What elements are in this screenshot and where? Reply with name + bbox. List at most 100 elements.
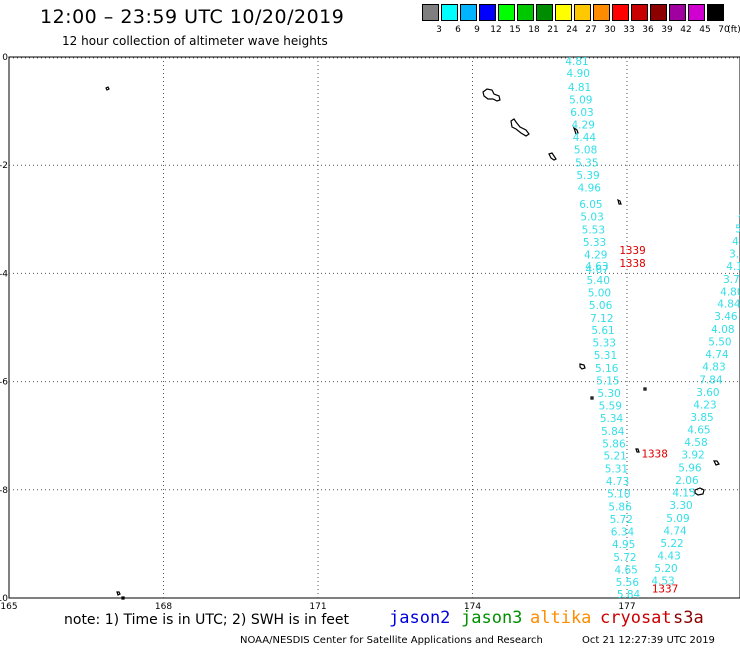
swh-value: 4.53: [651, 576, 674, 588]
legend-swatch: [688, 4, 705, 21]
lat-tick-label: 0: [2, 53, 8, 63]
swh-value: 5.39: [576, 170, 599, 182]
swh-value: 3.46: [714, 311, 738, 323]
swh-value: 5.33: [593, 338, 616, 350]
mission-cryosat: cryosat: [600, 608, 672, 628]
island-outline: [590, 396, 594, 400]
swh-value: 4.74: [705, 349, 729, 361]
swh-value: 6.03: [570, 107, 593, 119]
swh-value: 5.20: [654, 563, 677, 575]
swh-value: 3.85: [690, 412, 713, 424]
legend-swatch: [631, 4, 648, 21]
swh-value: 5.34: [600, 413, 624, 425]
swh-value: 7.12: [590, 313, 613, 325]
swh-value: 5.33: [583, 237, 606, 249]
swh-value: 4.67: [585, 264, 608, 276]
swh-value: 4.73: [606, 476, 629, 488]
lon-tick-label: 165: [0, 602, 17, 612]
generated-timestamp: Oct 21 12:27:39 UTC 2019: [582, 635, 715, 646]
swh-value: 4.65: [614, 564, 637, 576]
swh-value: 5.84: [617, 589, 641, 601]
legend-label: 33: [623, 25, 635, 35]
footer-note: note: 1) Time is in UTC; 2) SWH is in fe…: [64, 612, 350, 628]
swh-value: 5.22: [660, 538, 683, 550]
pass-time-label: 1337: [652, 582, 679, 595]
island-outline: [116, 591, 121, 596]
island-outline: [121, 596, 125, 600]
swh-value: 5.86: [608, 502, 632, 514]
swh-value: 5.72: [610, 514, 633, 526]
land-outlines: [105, 86, 720, 600]
legend-label: 36: [642, 25, 654, 35]
swh-value: 5.84: [601, 426, 625, 438]
legend-unit: (ft): [727, 25, 740, 35]
island-outline: [617, 198, 622, 205]
mission-jason3: jason3: [461, 608, 523, 628]
swh-value: 5.40: [587, 275, 610, 287]
legend-swatch: [479, 4, 496, 21]
legend-swatch: [612, 4, 629, 21]
island-outline: [548, 152, 557, 161]
island-outline: [713, 460, 720, 466]
island-outline: [510, 118, 530, 137]
swh-value: 4.80: [720, 286, 740, 298]
swh-value: 2.06: [675, 475, 699, 487]
legend-label: 9: [474, 25, 480, 35]
island-outline: [105, 86, 110, 91]
map-grid: [8, 56, 740, 599]
swh-value: 5.26: [735, 223, 740, 235]
pass-time-label: 1339: [619, 244, 646, 257]
island-outline: [635, 448, 640, 453]
swh-value: 5.72: [613, 552, 636, 564]
island-outline: [643, 387, 647, 391]
swh-value: 4.08: [711, 324, 734, 336]
swh-value: 4.29: [572, 120, 595, 132]
swh-value: 5.03: [580, 212, 603, 224]
swh-value: 5.31: [605, 464, 628, 476]
legend-label: 39: [661, 25, 673, 35]
legend-swatch: [574, 4, 591, 21]
swh-value: 5.30: [597, 388, 620, 400]
lat-tick-label: -10: [0, 594, 8, 604]
pass-time-label: 1338: [641, 448, 668, 461]
swh-value: 4.58: [684, 437, 707, 449]
swh-value: 5.59: [599, 400, 622, 412]
swh-value: 5.06: [589, 300, 613, 312]
island-outline: [572, 126, 579, 135]
credit-line: NOAA/NESDIS Center for Satellite Applica…: [240, 635, 543, 646]
swh-value: 4.15: [672, 488, 695, 500]
legend-label: 12: [490, 25, 502, 35]
swh-value: 4.83: [702, 361, 725, 373]
swh-value: 5.15: [596, 376, 619, 388]
mission-jason2: jason2: [389, 608, 451, 628]
legend-swatch: [460, 4, 477, 21]
swh-value: 4.44: [573, 132, 597, 144]
map-title: 12:00 – 23:59 UTC 10/20/2019: [40, 6, 345, 28]
legend-swatch: [555, 4, 572, 21]
swh-value: 4.95: [612, 539, 635, 551]
swh-value: 4.81: [568, 82, 591, 94]
swh-value: 5.86: [602, 438, 626, 450]
swh-value: 4.23: [693, 399, 716, 411]
swh-value: 4.63: [585, 261, 608, 273]
legend-label: 27: [585, 25, 597, 35]
swh-value: 4.88: [732, 236, 740, 248]
lat-tick-label: -4: [0, 269, 8, 279]
swh-value: 4.29: [584, 249, 607, 261]
pass-time-labels: 13391338133813372205: [619, 244, 679, 595]
island-outline: [579, 363, 586, 370]
legend-swatch: [707, 4, 724, 21]
pass-time-label: 1338: [619, 257, 646, 270]
legend-swatch: [441, 4, 458, 21]
legend-swatch: [422, 4, 439, 21]
swh-value: 5.16: [595, 363, 619, 375]
legend-swatch: [536, 4, 553, 21]
swh-value: 5.00: [588, 287, 611, 299]
lon-tick-label: 168: [155, 602, 172, 612]
island-outline: [694, 487, 705, 496]
swh-value: 7.84: [699, 374, 723, 386]
lon-tick-label: 174: [464, 602, 481, 612]
legend-label: 42: [680, 25, 692, 35]
swh-value: 4.66: [738, 211, 740, 223]
swh-value: 4.96: [578, 182, 602, 194]
